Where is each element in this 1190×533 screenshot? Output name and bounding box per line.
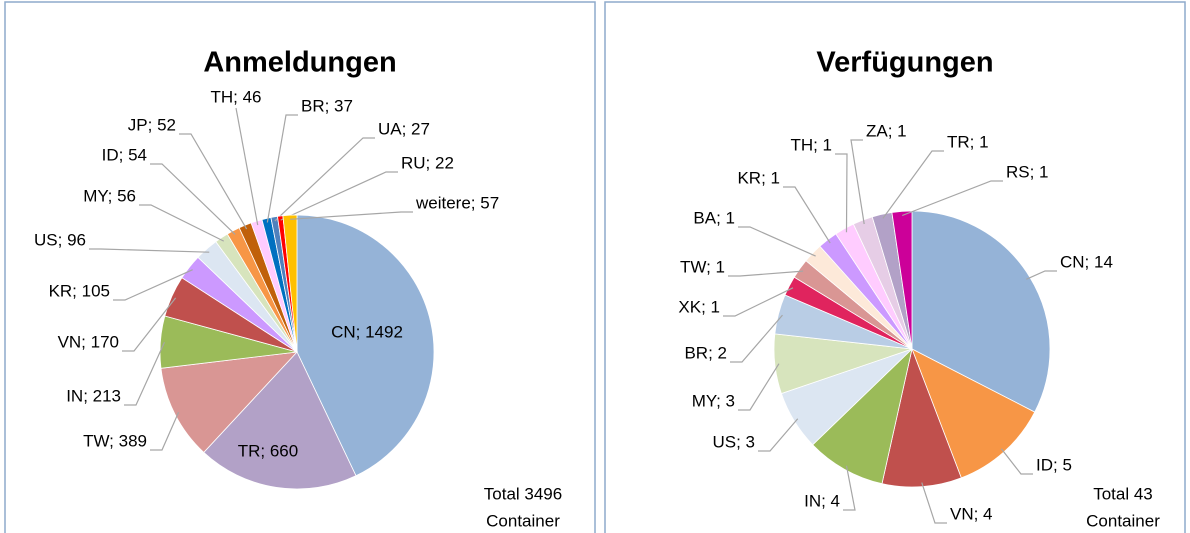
leader-line [783, 186, 831, 244]
data-label: MY; 3 [692, 391, 735, 410]
leader-line [850, 139, 865, 225]
leader-line [290, 211, 413, 220]
leader-line [280, 171, 398, 221]
leader-line [274, 137, 375, 222]
data-label: UA; 27 [378, 119, 430, 138]
annotation: Total 43 [1093, 484, 1153, 503]
leader-line [728, 270, 804, 277]
data-label: MY; 56 [83, 186, 136, 205]
leader-line [738, 226, 816, 257]
data-label: BR; 37 [301, 96, 353, 115]
leader-line [723, 287, 794, 317]
leader-line [113, 269, 193, 301]
pie-slice [812, 347, 913, 485]
data-label: ID; 5 [1036, 455, 1072, 474]
data-label: JP; 52 [128, 115, 176, 134]
panel-border [4, 1, 596, 533]
leader-line [921, 482, 947, 524]
chart-title: Verfügungen [816, 47, 993, 79]
leader-line [902, 180, 1003, 217]
data-label: KR; 1 [737, 168, 780, 187]
data-label: VN; 4 [950, 504, 993, 523]
data-label: VN; 170 [58, 332, 119, 351]
data-label: US; 3 [712, 432, 755, 451]
data-label: weitere; 57 [415, 193, 499, 212]
data-label: TW; 1 [680, 257, 725, 276]
panel-border [604, 1, 1186, 533]
leader-line [235, 107, 259, 226]
data-label: ID; 54 [102, 145, 147, 164]
leader-line [1026, 270, 1057, 280]
pie-slice [282, 214, 298, 353]
data-label: CN; 1492 [331, 322, 403, 341]
data-label: ZA; 1 [866, 121, 907, 140]
data-label: RS; 1 [1006, 162, 1049, 181]
pie-slice [160, 351, 299, 453]
chart-title: Anmeldungen [203, 47, 396, 79]
data-label: XK; 1 [678, 297, 720, 316]
pie-slice [296, 214, 435, 477]
leader-line [738, 363, 780, 411]
leader-line [843, 465, 856, 511]
leader-line [882, 150, 944, 219]
annotation: Container [1086, 511, 1160, 530]
data-label: BA; 1 [693, 208, 735, 227]
leader-line [266, 114, 298, 223]
data-label: KR; 105 [49, 281, 110, 300]
leader-line [758, 418, 799, 452]
leader-line [122, 297, 177, 352]
leader-line [1000, 448, 1033, 475]
leader-line [179, 133, 248, 230]
pie-slice [881, 347, 962, 488]
pie-slice [203, 351, 357, 490]
pie-slice [891, 210, 913, 350]
leader-line [835, 153, 848, 233]
data-label: TH; 46 [210, 87, 261, 106]
data-label: TW; 389 [83, 431, 147, 450]
leader-line [150, 412, 180, 451]
data-label: IN; 213 [66, 386, 121, 405]
data-label: TR; 1 [947, 132, 989, 151]
annotation: Total 3496 [484, 484, 562, 503]
leader-line [150, 163, 236, 235]
data-label: CN; 14 [1060, 252, 1113, 271]
data-label: TR; 660 [238, 441, 298, 460]
data-label: TH; 1 [790, 135, 832, 154]
data-label: IN; 4 [804, 491, 840, 510]
leader-line [730, 314, 783, 363]
leader-line [139, 204, 225, 242]
data-label: US; 96 [34, 230, 86, 249]
annotation: Container [486, 511, 560, 530]
data-label: BR; 2 [684, 343, 727, 362]
leader-line [89, 248, 210, 253]
leader-line [124, 342, 166, 406]
data-label: RU; 22 [401, 153, 454, 172]
